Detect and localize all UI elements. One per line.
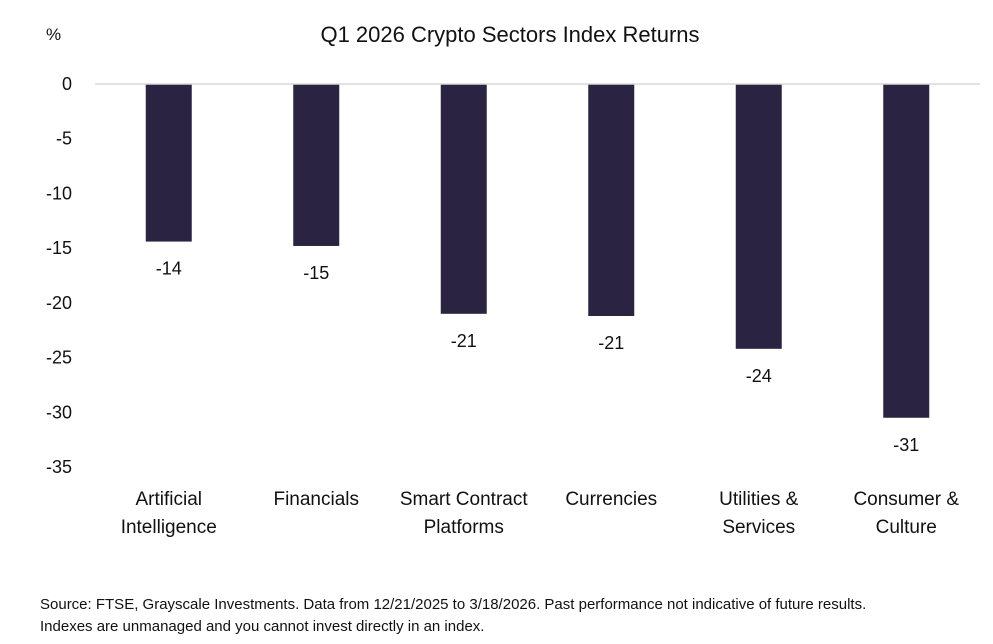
footnote-line-1: Source: FTSE, Grayscale Investments. Dat…	[40, 596, 867, 613]
data-label: -15	[303, 263, 329, 283]
category-label: Utilities &	[719, 489, 799, 510]
data-label: -21	[451, 331, 477, 351]
y-axis-unit-label: %	[46, 25, 61, 44]
category-label: Consumer &	[853, 489, 959, 510]
y-tick-label: -35	[46, 457, 72, 477]
bar	[293, 84, 340, 246]
y-tick-label: -20	[46, 293, 72, 313]
footnote-line-2: Indexes are unmanaged and you cannot inv…	[40, 618, 485, 635]
bar-chart-svg: Q1 2026 Crypto Sectors Index Returns % 0…	[46, 22, 980, 538]
category-label: Platforms	[424, 517, 504, 538]
data-label: -21	[598, 333, 624, 353]
bar	[588, 84, 635, 316]
data-label: -14	[156, 259, 182, 279]
category-label: Smart Contract	[400, 489, 528, 510]
chart-title: Q1 2026 Crypto Sectors Index Returns	[320, 22, 699, 47]
data-label: -31	[893, 435, 919, 455]
category-label: Artificial	[135, 489, 202, 510]
category-label: Intelligence	[121, 517, 217, 538]
bar	[440, 84, 487, 314]
category-label: Services	[722, 517, 795, 538]
category-label: Culture	[876, 517, 937, 538]
category-label: Financials	[273, 489, 359, 510]
y-tick-label: -15	[46, 238, 72, 258]
bar	[883, 84, 930, 418]
bar	[735, 84, 782, 349]
y-tick-label: -25	[46, 348, 72, 368]
y-tick-label: -10	[46, 183, 72, 203]
bar	[145, 84, 192, 242]
data-label: -24	[746, 366, 772, 386]
category-label: Currencies	[565, 489, 657, 510]
source-footnote: Source: FTSE, Grayscale Investments. Dat…	[40, 594, 980, 638]
y-tick-label: -30	[46, 402, 72, 422]
y-tick-label: -5	[56, 129, 72, 149]
y-tick-label: 0	[62, 74, 72, 94]
